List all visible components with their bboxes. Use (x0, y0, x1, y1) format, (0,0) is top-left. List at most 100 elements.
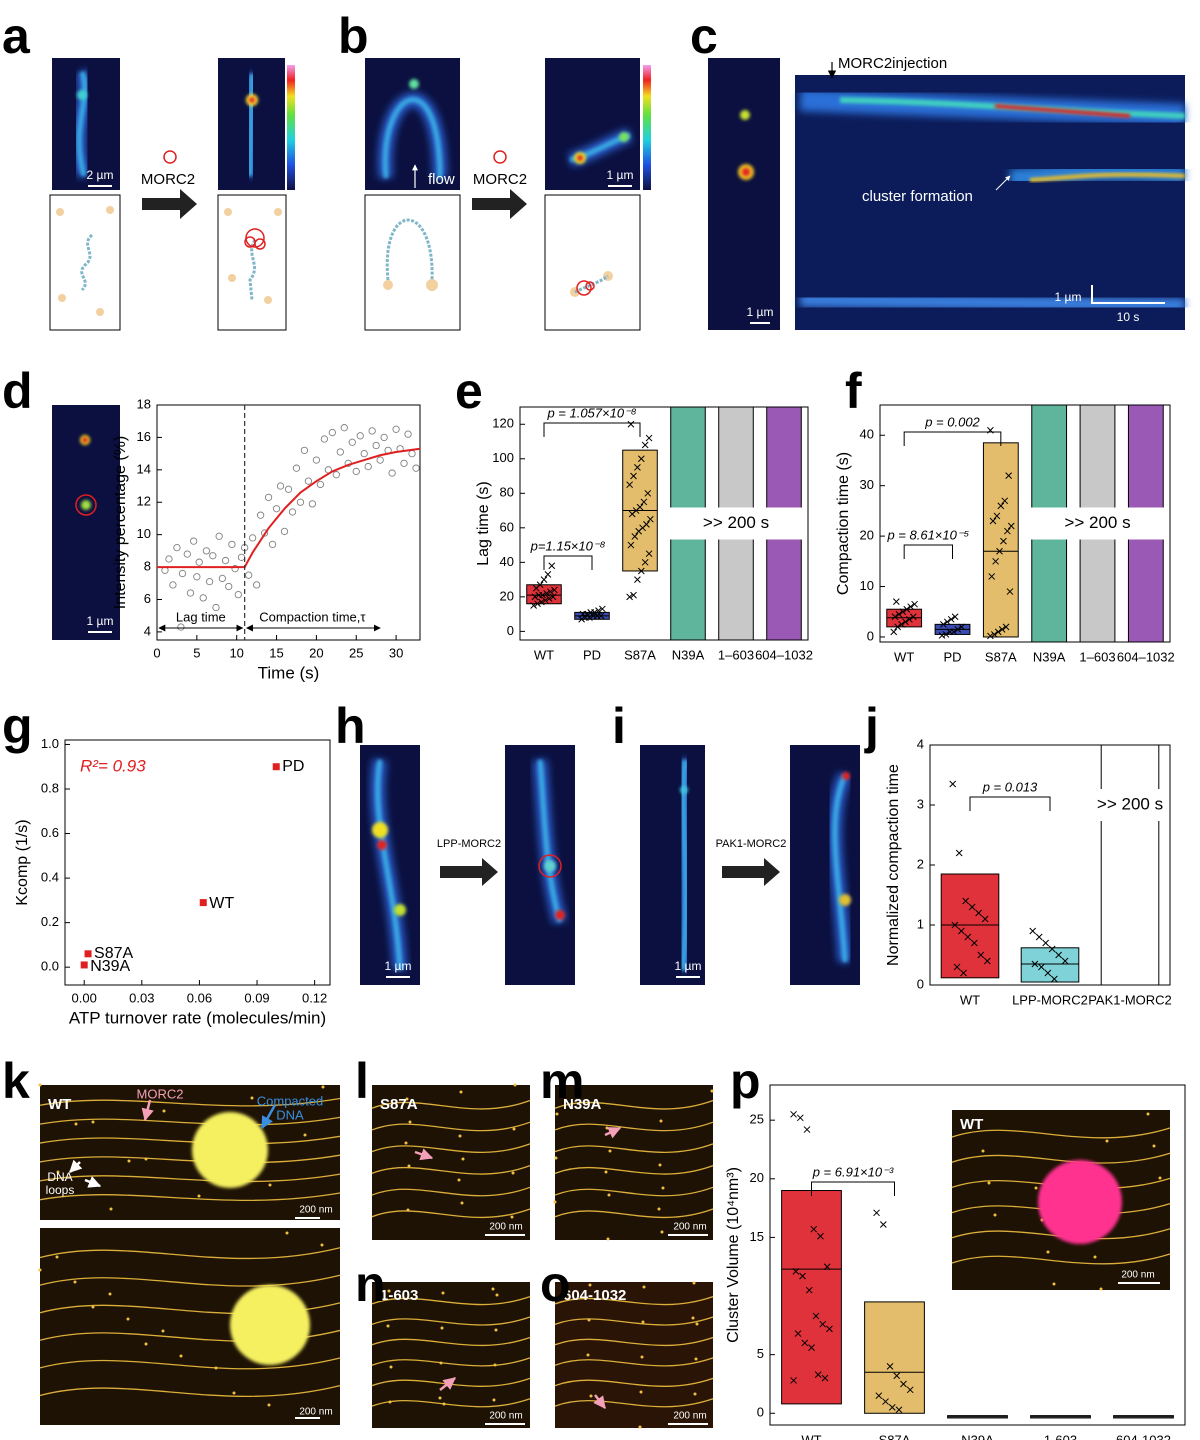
plot-frame (879, 404, 1171, 643)
y-tick-label: 6 (144, 591, 151, 606)
afm-particle (691, 1316, 695, 1320)
y-tick-label: 16 (137, 429, 151, 444)
data-point (951, 921, 959, 929)
x-tick-label: PD (943, 649, 961, 664)
data-point (955, 849, 963, 857)
afm-particle (512, 1127, 516, 1131)
compacted-label: Compacted (257, 1093, 323, 1108)
data-point (352, 467, 360, 476)
afm-particle (639, 1390, 643, 1394)
afm-particle (494, 1328, 498, 1332)
afm-particle (440, 1326, 444, 1330)
dna-strand (554, 1099, 714, 1110)
data-point (983, 957, 991, 965)
y-tick-label: 25 (750, 1112, 764, 1127)
data-point (199, 594, 207, 602)
off-scale-box (664, 507, 808, 540)
data-point (543, 590, 550, 597)
data-point (819, 1320, 827, 1328)
afm-particle (606, 1237, 610, 1241)
x-tick-label: 0 (153, 645, 160, 660)
data-point (977, 951, 985, 959)
data-point (540, 576, 548, 583)
data-point (364, 462, 372, 471)
dna-signal (247, 73, 255, 177)
afm-particle (1146, 1112, 1150, 1116)
image-tag: N39A (563, 1096, 602, 1113)
dna-strands (80, 218, 609, 301)
y-tick-label: 4 (144, 623, 151, 638)
y-tick-label: 0 (867, 628, 874, 643)
data-point (1007, 522, 1015, 530)
data-point (907, 603, 915, 611)
afm-particle (108, 1292, 112, 1296)
afm-particle (987, 1181, 991, 1185)
fit-curve (157, 447, 421, 569)
scale-bar-label: 200 nm (489, 1411, 522, 1422)
data-point (360, 449, 368, 458)
y-tick-label: 0.6 (41, 825, 59, 840)
dna-strand (39, 1173, 341, 1183)
data-point (228, 540, 236, 549)
bracket (903, 544, 953, 559)
data-point (801, 1339, 809, 1347)
dna-strand (554, 1164, 714, 1175)
y-tick-label: 5 (757, 1346, 764, 1361)
scale-bar-label: 200 nm (1121, 1270, 1154, 1281)
afm-particle (586, 1353, 590, 1357)
dna-strand (554, 1398, 714, 1408)
dna-strand (554, 1336, 714, 1347)
afm-particle (1105, 1139, 1109, 1143)
dna-strand (554, 1357, 714, 1367)
data-point (814, 1371, 822, 1378)
afm-particle (710, 1089, 714, 1093)
afm-particle (1158, 1176, 1162, 1180)
y-tick-label: 40 (860, 427, 874, 442)
arrow-label: MORC2 (141, 171, 195, 188)
x-tick-label: 20 (309, 645, 323, 660)
afm-particle (55, 1255, 59, 1259)
data-point (173, 543, 181, 552)
decorations (38, 58, 1186, 1429)
data-point (792, 1268, 800, 1275)
bright-spot (409, 79, 419, 89)
data-point (636, 503, 644, 511)
data-point (539, 591, 547, 599)
x-tick-label: 0.12 (302, 990, 327, 1005)
data-point (875, 1392, 883, 1400)
data-point (202, 547, 211, 555)
afm-particle (695, 1322, 699, 1326)
x-tick-label: 30 (389, 645, 403, 660)
data-point (388, 469, 396, 477)
dna-strand (39, 1135, 341, 1145)
p-value: p = 1.057×10⁻⁸ (546, 405, 636, 420)
afm-particle (554, 1156, 558, 1160)
afm-particle (406, 1208, 410, 1212)
data-point (641, 558, 649, 566)
data-point (1004, 527, 1011, 535)
data-point (536, 581, 544, 589)
bright-spot (81, 500, 91, 510)
data-point (888, 1404, 896, 1411)
data-point (328, 428, 336, 437)
data-point (641, 441, 649, 449)
flow-label: flow (428, 171, 455, 188)
kymo-band (1029, 172, 1186, 182)
x-tick-label: 0.09 (244, 990, 269, 1005)
data-point (400, 459, 408, 467)
data-point (84, 950, 92, 958)
y-tick-label: 3 (917, 796, 924, 811)
x-tick-label: 1–603 (1079, 649, 1115, 664)
data-point (953, 963, 961, 971)
data-point (900, 1380, 907, 1388)
y-tick-label: 30 (860, 477, 874, 492)
image-tag: 604-1032 (563, 1287, 626, 1304)
y-tick-label: 8 (144, 559, 151, 574)
data-point (177, 623, 185, 631)
data-point (894, 623, 901, 631)
beads (56, 206, 613, 316)
data-point (911, 600, 918, 608)
plot-frame (156, 404, 421, 641)
bracket (969, 796, 1051, 811)
dna-strand (371, 1186, 531, 1197)
